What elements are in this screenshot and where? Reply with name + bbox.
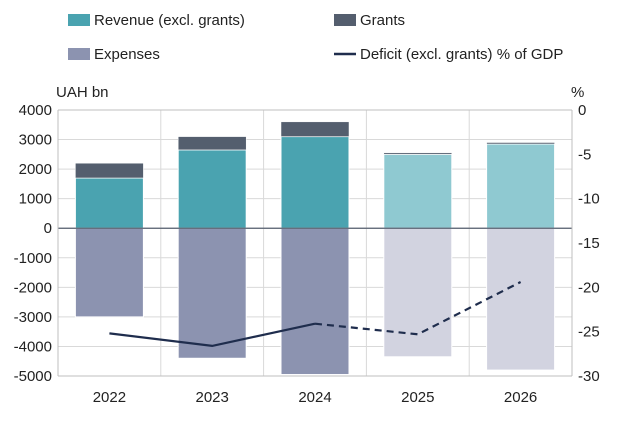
bar-revenue [280, 136, 350, 229]
left-tick-label: 0 [44, 220, 52, 237]
left-tick-label: -2000 [14, 279, 52, 296]
right-tick-label: -5 [578, 146, 591, 163]
category-label: 2022 [93, 389, 126, 406]
bar-grants [280, 121, 350, 137]
category-label: 2026 [504, 389, 537, 406]
right-tick-label: -15 [578, 235, 600, 252]
tick-labels: 40003000200010000-1000-2000-3000-4000-50… [14, 102, 600, 406]
legend-label-grants: Grants [360, 12, 405, 29]
legend-label-deficit: Deficit (excl. grants) % of GDP [360, 46, 563, 63]
deficit-line-actual [109, 322, 316, 348]
left-axis-unit: UAH bn [56, 84, 109, 101]
left-tick-label: -4000 [14, 338, 52, 355]
deficit-line [109, 281, 522, 348]
bar-expenses [177, 227, 247, 359]
bar-expenses [383, 227, 453, 358]
legend-swatch-grants [334, 14, 356, 26]
bar-grants [75, 162, 144, 179]
left-tick-label: 1000 [19, 191, 52, 208]
bar-revenue [74, 177, 144, 229]
right-tick-label: -10 [578, 191, 600, 208]
right-tick-label: -20 [578, 279, 600, 296]
right-tick-label: -25 [578, 324, 600, 341]
deficit-line-forecast [314, 281, 522, 336]
bar-expenses [74, 227, 144, 318]
bar-grants [486, 142, 555, 145]
right-axis-unit: % [571, 84, 584, 101]
left-tick-label: 4000 [19, 102, 52, 119]
bar-expenses [280, 227, 350, 376]
legend-swatch-expenses [68, 48, 90, 60]
right-tick-label: -30 [578, 368, 600, 385]
bar-grants [383, 152, 453, 155]
bar-revenue [486, 143, 556, 229]
left-tick-label: 3000 [19, 132, 52, 149]
bar-revenue [177, 149, 247, 229]
legend-label-expenses: Expenses [94, 46, 160, 63]
legend-label-revenue: Revenue (excl. grants) [94, 12, 245, 29]
category-label: 2023 [196, 389, 229, 406]
left-tick-label: -3000 [14, 309, 52, 326]
left-tick-label: 2000 [19, 161, 52, 178]
category-label: 2024 [298, 389, 331, 406]
bar-grants [177, 136, 247, 151]
legend-swatch-revenue [68, 14, 90, 26]
category-label: 2025 [401, 389, 434, 406]
axes [57, 109, 573, 377]
bar-revenue [383, 153, 453, 229]
legend: Revenue (excl. grants) Grants Expenses D… [68, 12, 563, 63]
left-tick-label: -1000 [14, 250, 52, 267]
right-tick-label: 0 [578, 102, 586, 119]
bars [74, 121, 556, 376]
bar-expenses [486, 227, 556, 371]
left-tick-label: -5000 [14, 368, 52, 385]
